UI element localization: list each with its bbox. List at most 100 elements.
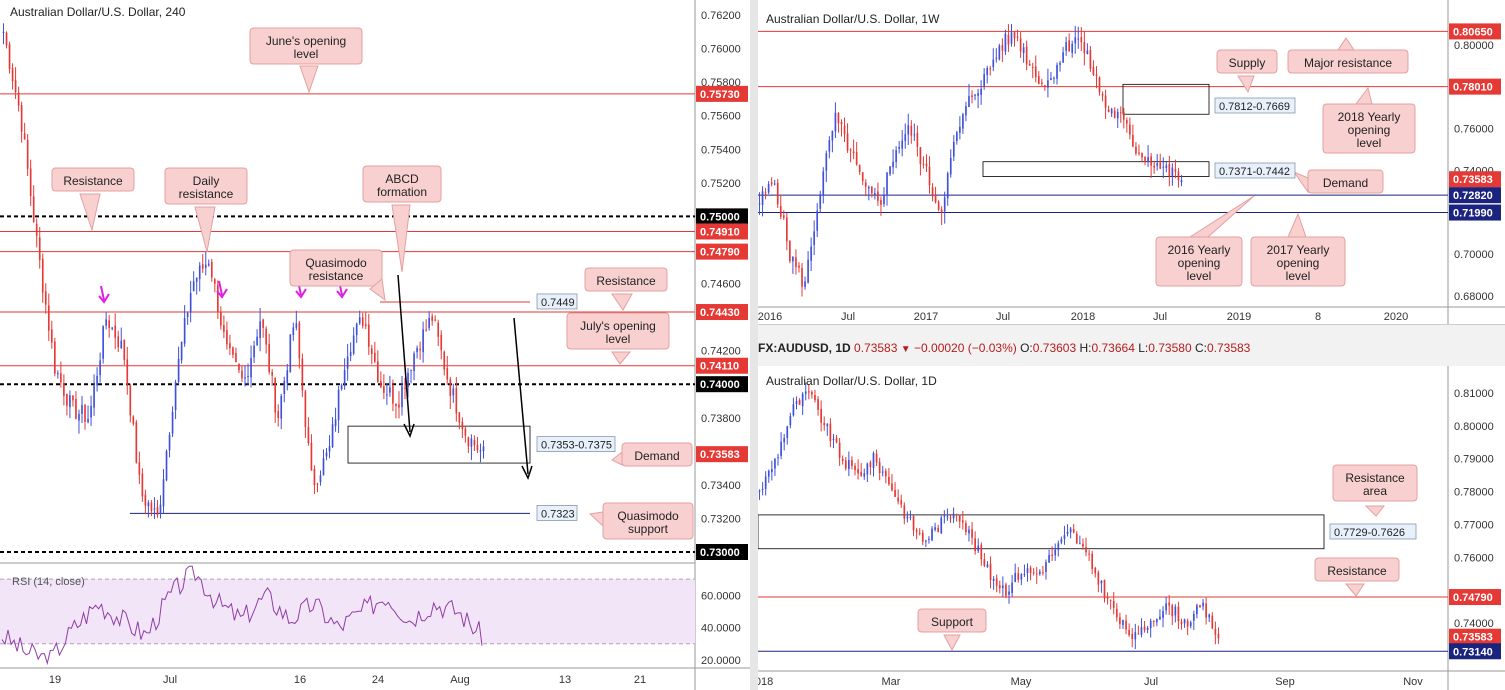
d1-x-tick: Mar — [882, 676, 901, 688]
w1-y-tick: 0.80000 — [1454, 40, 1494, 52]
d1-chart-panel[interactable]: 0.81000 0.80000 0.79000 0.78000 0.77000 0.760… — [758, 366, 1505, 690]
w1-candle — [928, 166, 931, 186]
d1-candle — [1014, 573, 1017, 582]
h4-candle — [99, 360, 101, 376]
h4-price-tag: 0.74430 — [700, 307, 740, 319]
w1-candle — [1126, 120, 1128, 124]
d1-candle — [958, 514, 961, 522]
h4-candle — [452, 388, 455, 396]
h4-candle — [132, 416, 135, 424]
close-value: 0.73583 — [1206, 341, 1251, 355]
h4-candle — [431, 316, 434, 321]
w1-chart-panel[interactable]: 0.800000.780000.760000.740000.720000.700… — [758, 0, 1505, 324]
w1-demand-callout-pointer — [1292, 170, 1309, 194]
d1-candle — [1079, 543, 1081, 545]
d1-candle — [767, 470, 770, 477]
d1-chart-svg[interactable]: 0.81000 0.80000 0.79000 0.78000 0.77000 0.760… — [758, 366, 1505, 690]
h4-candle — [328, 446, 331, 452]
w1-candle — [959, 126, 961, 133]
h4-rsi-tick: 60.0000 — [701, 590, 741, 602]
h4-candle — [171, 411, 174, 434]
w1-demand-box — [982, 161, 1210, 177]
d1-candle — [789, 416, 792, 426]
h4-candle — [479, 450, 482, 452]
d1-candle — [777, 457, 779, 459]
w1-chart-svg[interactable]: 0.800000.780000.760000.740000.720000.700… — [758, 0, 1505, 324]
d1-price-tag: 0.73583 — [1453, 632, 1493, 644]
d1-candle — [1088, 553, 1090, 555]
d1-candle — [872, 453, 875, 468]
d1-candle — [1152, 620, 1155, 622]
h4-candle — [168, 434, 171, 451]
h4-candle — [467, 437, 470, 447]
d1-resistance-callout-pointer — [1344, 583, 1365, 597]
h4-candle — [455, 388, 458, 414]
w1-candle — [1150, 156, 1152, 166]
h4-chart-svg[interactable]: 0.762000.760000.758000.756000.754000.752… — [0, 0, 750, 690]
h4-candle — [156, 507, 159, 515]
h4-candle — [349, 351, 352, 357]
w1-2017-callout-text: level — [1286, 269, 1311, 283]
d1-candle — [1091, 553, 1094, 569]
d1-y-tick: 0.78000 — [1454, 487, 1494, 499]
h4-price-tag-bg — [696, 357, 748, 374]
w1-candle — [1062, 52, 1064, 63]
d1-candle — [1051, 554, 1053, 557]
h4-candle — [304, 391, 307, 427]
d1-x-tick: 2018 — [758, 676, 773, 688]
h4-june-open-callout-pointer — [299, 65, 319, 94]
h4-rsi-tick: 20.0000 — [701, 655, 741, 667]
h4-candle — [144, 494, 147, 506]
w1-supply-callout-bubble — [1216, 49, 1278, 74]
h4-qm-res-label: 0.7449 — [541, 297, 575, 309]
d1-candle — [1075, 533, 1078, 544]
w1-candle — [789, 240, 791, 262]
w1-candle — [1053, 77, 1055, 79]
h4-candle — [265, 328, 267, 345]
h4-candle — [114, 325, 117, 338]
w1-candle — [813, 231, 815, 245]
h4-chart-title: Australian Dollar/U.S. Dollar, 240 — [10, 5, 186, 19]
w1-candle — [1141, 153, 1143, 158]
d1-candle — [826, 423, 829, 427]
d1-candle — [977, 545, 980, 551]
h4-july-open-callout-bubble — [566, 312, 670, 350]
w1-candle — [1037, 76, 1040, 84]
h4-candle — [117, 336, 120, 348]
h4-chart-panel[interactable]: 0.76200 0.76000 0.75800 0.75600 0.75400 0.752… — [0, 0, 750, 690]
d1-res-zone-label-bg — [1329, 523, 1417, 540]
h4-july-open-callout-text: July's opening — [580, 319, 656, 333]
h4-y-tick: 0.74200 — [701, 346, 741, 358]
h4-projection-arrow — [513, 317, 529, 475]
w1-major-res-callout-bubble — [1287, 49, 1409, 74]
h4-candle — [253, 345, 255, 358]
w1-candle — [758, 203, 761, 205]
w1-candle — [1001, 45, 1004, 51]
w1-candle — [1129, 124, 1131, 135]
h4-candle — [470, 438, 473, 447]
w1-candle — [801, 267, 803, 287]
h4-price-tag: 0.75730 — [700, 89, 740, 101]
w1-2016-callout-text: 2016 Yearly — [1168, 243, 1231, 257]
h4-peak-marker-head — [295, 288, 307, 299]
h4-candle — [47, 305, 50, 331]
h4-candle — [370, 348, 373, 355]
h4-candle — [66, 394, 68, 406]
w1-candle — [1013, 32, 1016, 39]
d1-candle — [1208, 614, 1211, 618]
h4-y-tick: 0.73400 — [701, 480, 741, 492]
w1-demand-callout-bubble — [1307, 169, 1384, 194]
d1-candle — [814, 395, 816, 401]
d1-candle — [817, 399, 819, 410]
w1-candle — [1025, 46, 1028, 65]
w1-candle — [807, 259, 809, 283]
w1-candle — [1086, 50, 1089, 55]
h4-peak-marker-head — [216, 288, 228, 299]
h4-candle — [401, 386, 403, 408]
h4-peak-marker-head — [336, 288, 348, 299]
h4-candle — [177, 359, 180, 382]
d1-candle — [1112, 600, 1115, 608]
rsi-label: RSI (14, close) — [12, 576, 85, 588]
w1-candle — [1153, 165, 1155, 168]
d1-support-callout-pointer — [943, 634, 961, 652]
